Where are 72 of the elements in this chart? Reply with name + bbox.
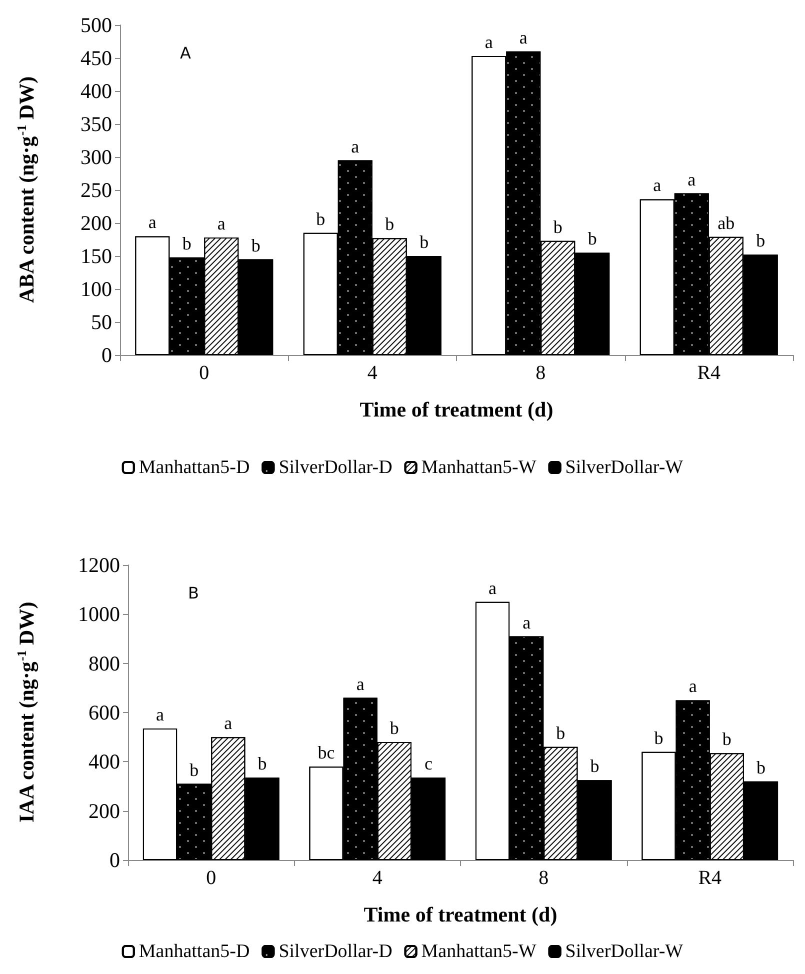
legend-label: SilverDollar-D: [278, 457, 392, 478]
data-label: a: [356, 674, 364, 694]
y-tick-label: 250: [80, 178, 112, 202]
data-label: a: [156, 704, 164, 724]
data-label: a: [217, 214, 226, 234]
data-label: bc: [318, 742, 335, 763]
data-label: a: [653, 175, 662, 196]
data-label: b: [385, 214, 394, 234]
legend-label: SilverDollar-D: [278, 941, 392, 962]
legend-label: Manhattan5-D: [138, 941, 250, 962]
x-tick-label: R4: [697, 362, 721, 384]
legend-label: Manhattan5-D: [138, 457, 250, 478]
y-axis-title: ABA content (ng·g-1 DW): [14, 76, 38, 304]
data-label: a: [148, 212, 156, 232]
data-label: a: [484, 32, 493, 52]
data-label: b: [756, 757, 766, 778]
x-tick-label: 0: [206, 867, 216, 889]
x-tick-label: 8: [536, 362, 546, 384]
y-tick-label: 350: [80, 112, 112, 136]
y-tick-label: 300: [80, 145, 112, 169]
data-label: a: [224, 713, 232, 734]
data-label: b: [316, 208, 326, 229]
x-tick-label: 8: [538, 867, 549, 889]
y-tick-label: 150: [80, 244, 112, 268]
data-label: b: [420, 232, 429, 252]
legend-label: Manhattan5-W: [421, 457, 536, 478]
legend-label: SilverDollar-W: [565, 457, 684, 478]
y-tick-label: 400: [80, 79, 112, 103]
data-label: a: [688, 676, 697, 696]
y-axis-title: IAA content (ng·g-1 DW): [14, 602, 38, 823]
y-tick-label: 1200: [78, 553, 120, 577]
y-tick-label: 0: [102, 343, 112, 367]
data-label: c: [424, 754, 432, 774]
y-tick-label: 400: [88, 750, 120, 774]
y-tick-label: 800: [88, 651, 120, 676]
data-label: a: [688, 169, 696, 190]
data-label: b: [556, 722, 566, 743]
data-label: b: [756, 230, 766, 251]
data-label: b: [722, 729, 732, 750]
x-axis-title: Time of treatment (d): [360, 398, 554, 422]
data-label: b: [654, 728, 664, 748]
y-tick-label: 450: [80, 46, 112, 70]
data-label: ab: [718, 212, 735, 233]
y-tick-label: 200: [80, 211, 112, 235]
y-tick-label: 600: [88, 700, 120, 724]
x-tick-label: 0: [199, 362, 210, 384]
data-label: a: [351, 136, 360, 156]
legend-label: SilverDollar-W: [565, 941, 684, 962]
x-tick-label: 4: [372, 867, 382, 889]
x-axis-title: Time of treatment (d): [364, 902, 558, 926]
legend-label: Manhattan5-W: [421, 941, 536, 962]
y-tick-label: 100: [80, 277, 112, 301]
y-tick-label: 200: [88, 798, 120, 823]
data-label: a: [488, 578, 497, 598]
data-label: b: [588, 228, 597, 249]
data-label: b: [590, 756, 600, 776]
data-label: b: [182, 233, 192, 254]
x-tick-label: 4: [367, 362, 378, 384]
y-tick-label: 50: [91, 310, 112, 334]
data-label: b: [258, 754, 267, 774]
data-label: b: [390, 718, 399, 738]
data-label: b: [190, 760, 199, 780]
data-label: a: [519, 27, 528, 48]
x-tick-label: R4: [698, 867, 722, 889]
y-tick-label: 1000: [78, 602, 120, 626]
data-label: a: [522, 612, 531, 632]
y-tick-label: 0: [110, 848, 120, 872]
annotation: A: [180, 44, 191, 62]
y-tick-label: 500: [80, 13, 112, 37]
data-label: b: [251, 235, 260, 256]
annotation: B: [188, 584, 199, 602]
data-label: b: [553, 216, 562, 237]
